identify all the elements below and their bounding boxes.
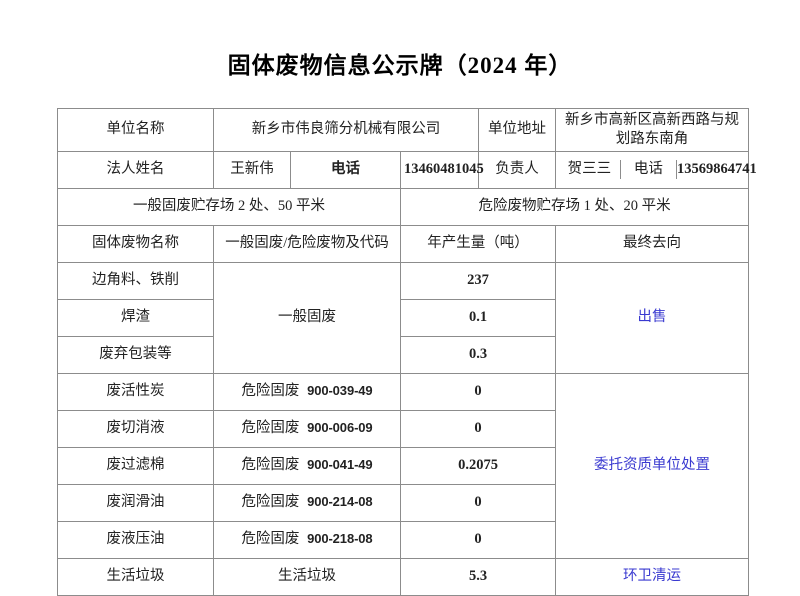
table-row: 废润滑油 危险固废 900-214-08 0 [57, 483, 749, 522]
waste-amount-8: 5.3 [399, 557, 557, 596]
manager-label: 负责人 [478, 150, 557, 189]
legal-phone-value: 13460481045 [399, 150, 484, 189]
hazard-code-4: 900-006-09 [307, 420, 373, 436]
manager-value: 贺三三 [559, 160, 621, 180]
waste-destination-sanitation: 环卫清运 [555, 557, 750, 596]
manager-cell: 贺三三 电话 13569864741 [555, 150, 757, 189]
waste-destination-sold: 出售 [555, 261, 750, 374]
waste-name-1: 焊渣 [57, 298, 214, 337]
table-row: 边角料、铁削 一般固废 237 出售 [57, 261, 750, 374]
waste-amount-3: 0 [399, 372, 557, 411]
table-row: 废弃包装等 0.3 [57, 335, 749, 374]
waste-amount-0: 237 [399, 261, 557, 300]
hazard-code-6: 900-214-08 [307, 494, 373, 510]
table-row: 废切消液 危险固废 900-006-09 0 [57, 409, 749, 448]
waste-amount-4: 0 [399, 409, 557, 448]
waste-name-4: 废切消液 [57, 409, 214, 448]
general-storage-value: 一般固废贮存场 2 处、50 平米 [57, 187, 401, 226]
header-destination: 最终去向 [555, 224, 750, 263]
hazard-code-7: 900-218-08 [307, 531, 373, 547]
table-header-row: 固体废物名称 一般固废/危险废物及代码 年产生量（吨） 最终去向 [57, 224, 750, 263]
waste-destination-qualified-unit: 委托资质单位处置 [555, 372, 750, 559]
legal-phone-label: 电话 [331, 161, 360, 178]
waste-name-2: 废弃包装等 [57, 335, 214, 374]
waste-category-7: 危险固废 900-218-08 [213, 520, 401, 559]
table-row-contacts: 法人姓名 王新伟 电话 13460481045 负责人 贺三三 电话 13569… [57, 150, 757, 189]
hazard-label-3: 危险固废 [241, 383, 300, 400]
company-name-label: 单位名称 [57, 108, 214, 152]
waste-category-general: 一般固废 [213, 261, 401, 374]
table-row: 生活垃圾 生活垃圾 5.3 环卫清运 [57, 557, 750, 596]
waste-name-3: 废活性炭 [57, 372, 214, 411]
hazard-label-6: 危险固废 [241, 494, 300, 511]
waste-amount-6: 0 [399, 483, 557, 522]
header-category-code: 一般固废/危险废物及代码 [213, 224, 401, 263]
waste-category-4: 危险固废 900-006-09 [213, 409, 401, 448]
table-row: 废活性炭 危险固废 900-039-49 0 委托资质单位处置 [57, 372, 750, 559]
waste-category-5: 危险固废 900-041-49 [213, 446, 401, 485]
waste-disclosure-table: 单位名称 新乡市伟良筛分机械有限公司 单位地址 新乡市高新区高新西路与规划路东南… [57, 108, 757, 596]
company-name-value: 新乡市伟良筛分机械有限公司 [212, 108, 480, 152]
company-address-label: 单位地址 [478, 108, 557, 152]
waste-category-3: 危险固废 900-039-49 [213, 372, 401, 411]
manager-phone-value: 13569864741 [676, 161, 757, 178]
waste-category-8: 生活垃圾 [213, 557, 401, 596]
table-row-storage: 一般固废贮存场 2 处、50 平米 危险废物贮存场 1 处、20 平米 [57, 187, 750, 226]
waste-name-5: 废过滤棉 [57, 446, 214, 485]
hazard-label-4: 危险固废 [241, 420, 300, 437]
header-annual-output: 年产生量（吨） [399, 224, 557, 263]
waste-name-6: 废润滑油 [57, 483, 214, 522]
waste-name-0: 边角料、铁削 [57, 261, 214, 300]
manager-phone-label: 电话 [620, 160, 677, 180]
hazard-code-3: 900-039-49 [307, 383, 373, 399]
hazard-label-5: 危险固废 [241, 457, 300, 474]
waste-name-7: 废液压油 [57, 520, 214, 559]
page-title: 固体废物信息公示牌（2024 年） [227, 53, 573, 78]
waste-amount-7: 0 [399, 520, 557, 559]
waste-name-8: 生活垃圾 [57, 557, 214, 596]
legal-phone-group: 电话 [290, 150, 401, 189]
legal-person-value: 王新伟 [213, 150, 291, 189]
waste-amount-5: 0.2075 [399, 446, 557, 485]
hazard-label-7: 危险固废 [241, 531, 300, 548]
company-address-value: 新乡市高新区高新西路与规划路东南角 [555, 108, 750, 152]
header-waste-name: 固体废物名称 [57, 224, 214, 263]
waste-amount-2: 0.3 [399, 335, 557, 374]
table-row: 废过滤棉 危险固废 900-041-49 0.2075 [57, 446, 749, 485]
waste-amount-1: 0.1 [399, 298, 557, 337]
table-row: 焊渣 0.1 [57, 298, 749, 337]
hazard-code-5: 900-041-49 [307, 457, 373, 473]
legal-person-label: 法人姓名 [57, 150, 214, 189]
table-row-company: 单位名称 新乡市伟良筛分机械有限公司 单位地址 新乡市高新区高新西路与规划路东南… [57, 108, 750, 152]
waste-category-6: 危险固废 900-214-08 [213, 483, 401, 522]
hazardous-storage-value: 危险废物贮存场 1 处、20 平米 [399, 187, 750, 226]
